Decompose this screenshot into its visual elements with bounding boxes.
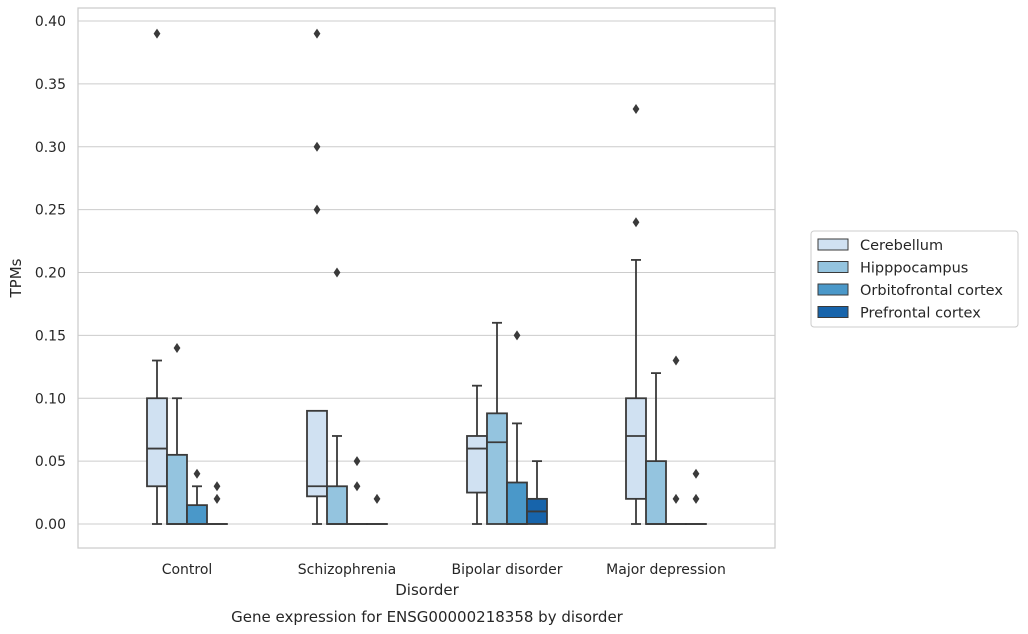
legend-swatch bbox=[817, 283, 849, 296]
outlier-point bbox=[692, 493, 700, 504]
y-tick-label: 0.10 bbox=[35, 391, 66, 407]
box-body bbox=[326, 485, 348, 525]
box-group bbox=[346, 456, 368, 525]
x-tick-label: Control bbox=[162, 562, 213, 578]
box-group bbox=[486, 321, 508, 525]
outlier-point bbox=[632, 104, 640, 115]
box-group bbox=[625, 104, 647, 525]
x-axis-ticks: Control Schizophrenia Bipolar disorder Majo… bbox=[162, 562, 726, 578]
outlier-point bbox=[373, 493, 381, 504]
legend-entry-label: Orbitofrontal cortex bbox=[860, 283, 1003, 299]
box-body bbox=[506, 481, 528, 525]
y-tick-label: 0.35 bbox=[35, 77, 66, 93]
box-group bbox=[665, 355, 687, 525]
x-axis-label: Disorder bbox=[395, 581, 459, 599]
box-series bbox=[146, 28, 707, 525]
box-body bbox=[166, 453, 188, 525]
legend-entry-label: Prefrontal cortex bbox=[860, 306, 981, 322]
outlier-point bbox=[672, 493, 680, 504]
outlier-point bbox=[333, 267, 341, 278]
y-tick-label: 0.30 bbox=[35, 140, 66, 156]
box-group bbox=[645, 372, 667, 525]
x-tick-label: Bipolar disorder bbox=[451, 562, 562, 578]
legend-swatch bbox=[817, 238, 849, 251]
outlier-point bbox=[213, 493, 221, 504]
box-group bbox=[166, 342, 188, 525]
legend-swatch bbox=[817, 306, 849, 318]
outlier-point bbox=[353, 481, 361, 492]
box-group bbox=[466, 384, 488, 525]
outlier-point bbox=[692, 468, 700, 479]
box-group bbox=[186, 468, 208, 525]
outlier-point bbox=[313, 141, 321, 152]
y-axis-ticks: 0.00 0.05 0.10 0.15 0.20 0.25 0.30 0.35 0.40 bbox=[35, 14, 66, 533]
outlier-point bbox=[313, 204, 321, 215]
box-body bbox=[645, 460, 667, 525]
legend-entry-label: Hipppocampus bbox=[860, 261, 968, 277]
plot-frame bbox=[77, 7, 776, 549]
box-body bbox=[306, 409, 328, 498]
legend-frame bbox=[810, 230, 1019, 328]
box-group bbox=[366, 493, 388, 525]
box-body bbox=[186, 504, 208, 525]
box-group bbox=[146, 28, 168, 525]
outlier-point bbox=[353, 456, 361, 467]
legend-swatch bbox=[817, 261, 849, 273]
box-body bbox=[486, 412, 508, 525]
y-tick-label: 0.20 bbox=[35, 266, 66, 282]
y-tick-label: 0.40 bbox=[35, 14, 66, 30]
box-body bbox=[146, 397, 168, 488]
outlier-point bbox=[513, 330, 521, 341]
chart-caption: Gene expression for ENSG00000218358 by d… bbox=[231, 608, 624, 626]
legend-entry-label: Cerebellum bbox=[860, 238, 943, 254]
outlier-point bbox=[193, 468, 201, 479]
outlier-point bbox=[153, 28, 161, 39]
outlier-point bbox=[672, 355, 680, 366]
grid-lines bbox=[78, 20, 775, 525]
y-tick-label: 0.15 bbox=[35, 328, 66, 344]
box-body bbox=[625, 397, 647, 500]
box-body bbox=[466, 435, 488, 494]
box-group bbox=[506, 330, 528, 525]
x-tick-label: Major depression bbox=[606, 562, 726, 578]
box-group bbox=[326, 267, 348, 525]
outlier-point bbox=[173, 342, 181, 353]
outlier-point bbox=[632, 217, 640, 228]
outlier-point bbox=[213, 481, 221, 492]
box-group bbox=[685, 468, 707, 525]
y-tick-label: 0.25 bbox=[35, 203, 66, 219]
box-group bbox=[526, 460, 548, 525]
box-group bbox=[206, 481, 228, 525]
y-tick-label: 0.00 bbox=[35, 517, 66, 533]
x-tick-label: Schizophrenia bbox=[298, 562, 396, 578]
legend: Cerebellum Hipppocampus Orbitofrontal cort… bbox=[810, 230, 1019, 328]
y-axis-label: TPMs bbox=[7, 258, 25, 298]
outlier-point bbox=[313, 28, 321, 39]
y-tick-label: 0.05 bbox=[35, 454, 66, 470]
box-group bbox=[306, 28, 328, 525]
